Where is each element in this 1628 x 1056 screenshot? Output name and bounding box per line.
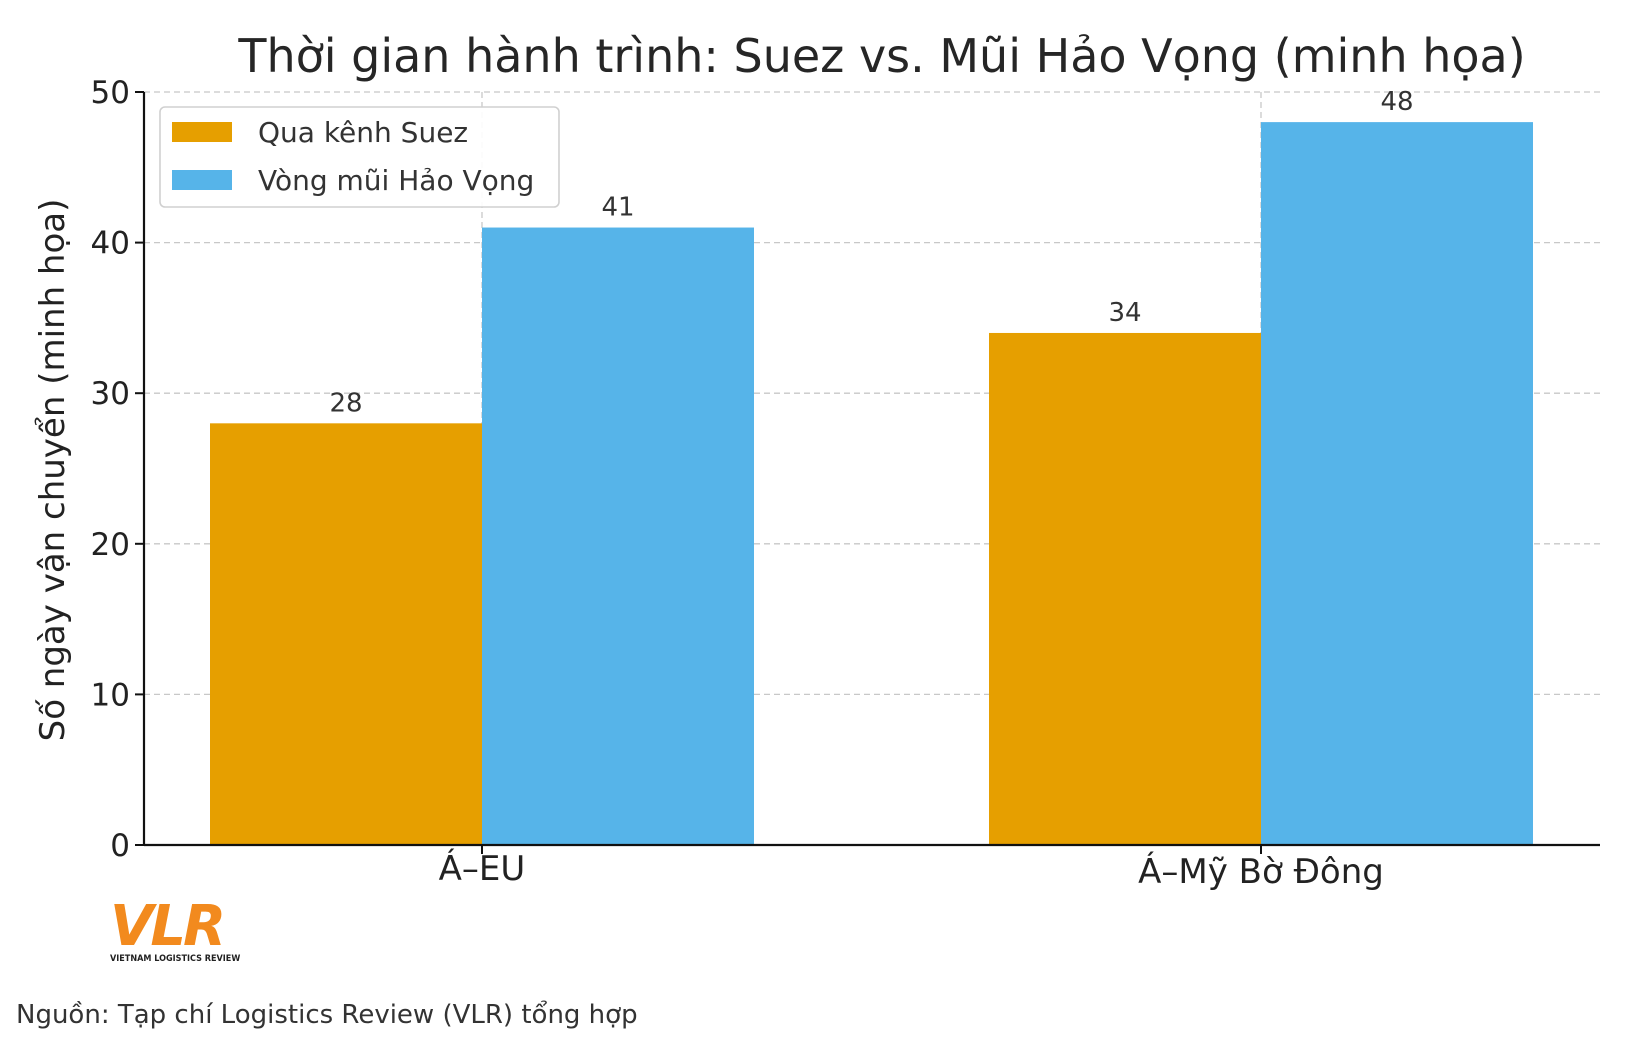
y-tick-label: 40 (91, 226, 130, 262)
data-label: 28 (329, 388, 362, 418)
x-tick-label: Á–EU (439, 848, 526, 889)
bar (210, 423, 482, 845)
bar (989, 332, 1261, 846)
data-label: 34 (1108, 298, 1141, 328)
legend-swatch (172, 122, 232, 142)
logo-mark: VLR (110, 894, 226, 959)
x-tick-label: Á–Mỹ Bờ Đông (1138, 851, 1384, 892)
legend-box (159, 106, 560, 208)
data-label: 48 (1380, 87, 1413, 117)
y-tick-label: 10 (91, 677, 130, 713)
y-tick-label: 30 (91, 376, 130, 412)
legend-label: Vòng mũi Hảo Vọng (258, 164, 534, 197)
source-note: Nguồn: Tạp chí Logistics Review (VLR) tổ… (16, 1000, 638, 1030)
y-tick-label: 0 (110, 828, 130, 864)
chart-title: Thời gian hành trình: Suez vs. Mũi Hảo V… (237, 29, 1525, 83)
legend-swatch (172, 170, 232, 190)
legend: Qua kênh Suez Vòng mũi Hảo Vọng (159, 106, 560, 208)
bar (482, 227, 754, 846)
logo-tagline: VIETNAM LOGISTICS REVIEW (110, 954, 241, 964)
bars: 28 34 41 48 (210, 87, 1533, 846)
axes: 0 10 20 30 40 50 Á–EU Á–Mỹ Bờ Đông (91, 75, 1600, 892)
y-axis-label: Số ngày vận chuyển (minh họa) (33, 199, 73, 742)
y-tick-label: 50 (91, 75, 130, 111)
data-label: 41 (601, 193, 634, 223)
bar (1261, 122, 1533, 846)
legend-label: Qua kênh Suez (258, 116, 468, 149)
vlr-logo: VLR VIETNAM LOGISTICS REVIEW (110, 894, 241, 965)
y-tick-label: 20 (91, 527, 130, 563)
